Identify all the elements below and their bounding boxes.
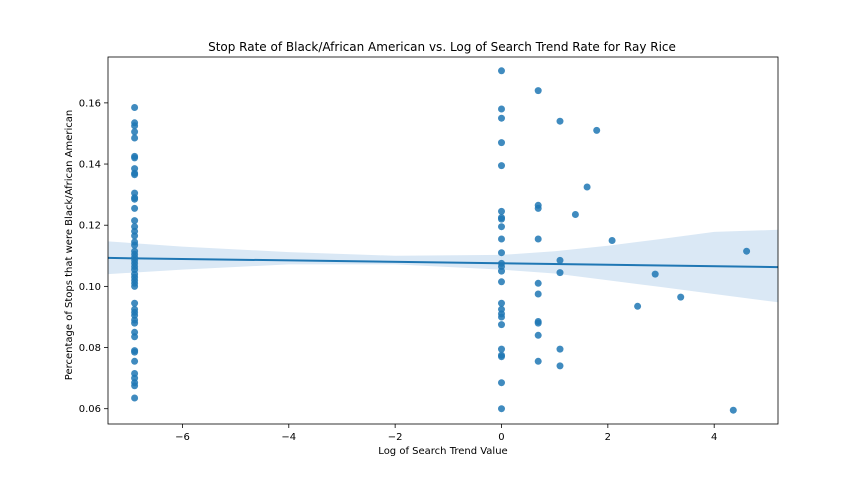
data-point [534,204,542,212]
data-point [131,122,139,130]
data-point [534,87,542,95]
data-point [571,211,579,218]
data-point [556,256,564,264]
data-point [634,302,642,310]
x-tick-label: 2 [605,432,611,443]
x-tick-label: −4 [281,432,296,443]
plot-frame [107,56,779,425]
data-point [556,117,564,125]
regression-line [107,256,779,269]
data-point [498,67,505,75]
data-point [556,362,564,370]
y-tick-label: 0.06 [79,404,101,415]
x-tick-label: −2 [388,432,403,443]
data-point [498,278,505,286]
y-axis: 0.06 0.08 0.10 0.12 0.14 0.16 [79,98,108,415]
confidence-band [108,229,778,303]
data-point [498,114,505,122]
data-point [131,154,139,162]
data-point [131,128,139,136]
x-tick-label: 0 [498,432,504,443]
data-point [131,299,139,307]
y-tick-label: 0.08 [79,343,101,354]
y-tick-label: 0.14 [79,160,101,171]
data-point [498,207,505,215]
data-point [498,379,505,387]
data-point [131,394,139,402]
data-point [677,293,685,301]
data-point [498,215,505,223]
data-point [651,270,659,278]
x-axis-label: Log of Search Trend Value [378,446,507,457]
data-point [131,241,139,249]
data-point [131,195,139,203]
data-point [534,290,542,298]
data-point [131,348,139,356]
data-point [498,313,505,321]
data-point [534,319,542,327]
data-point [131,319,139,327]
data-point [498,105,505,113]
y-tick-label: 0.10 [79,282,101,293]
data-point [534,279,542,287]
data-point [556,345,564,353]
data-point [608,237,616,244]
data-point [131,232,139,240]
data-point [131,134,139,142]
data-point [498,249,505,257]
data-point [498,321,505,329]
data-point [498,299,505,307]
data-point [729,406,737,414]
data-points [131,67,751,414]
y-tick-label: 0.12 [79,221,101,232]
data-point [131,357,139,365]
data-point [498,223,505,231]
data-point [498,353,505,361]
data-point [556,269,564,277]
data-point [743,247,751,255]
data-point [131,333,139,341]
data-point [534,235,542,243]
data-point [498,267,505,275]
data-point [583,183,591,191]
data-point [498,345,505,353]
data-point [131,104,139,111]
data-point [498,162,505,170]
data-point [498,235,505,243]
data-point [498,405,505,413]
data-point [534,331,542,339]
data-point [131,382,139,390]
data-point [131,171,139,179]
data-point [498,139,505,147]
x-tick-label: −6 [175,432,190,443]
data-point [131,282,139,290]
x-tick-label: 4 [711,432,717,443]
data-point [131,217,139,225]
data-point [131,204,139,212]
chart-title: Stop Rate of Black/African American vs. … [208,40,676,54]
y-axis-label: Percentage of Stops that were Black/Afri… [64,110,75,380]
y-tick-label: 0.16 [79,98,101,109]
data-point [534,357,542,365]
plot-area [107,67,779,414]
x-axis: −6 −4 −2 0 2 4 [175,424,717,443]
data-point [593,126,601,134]
